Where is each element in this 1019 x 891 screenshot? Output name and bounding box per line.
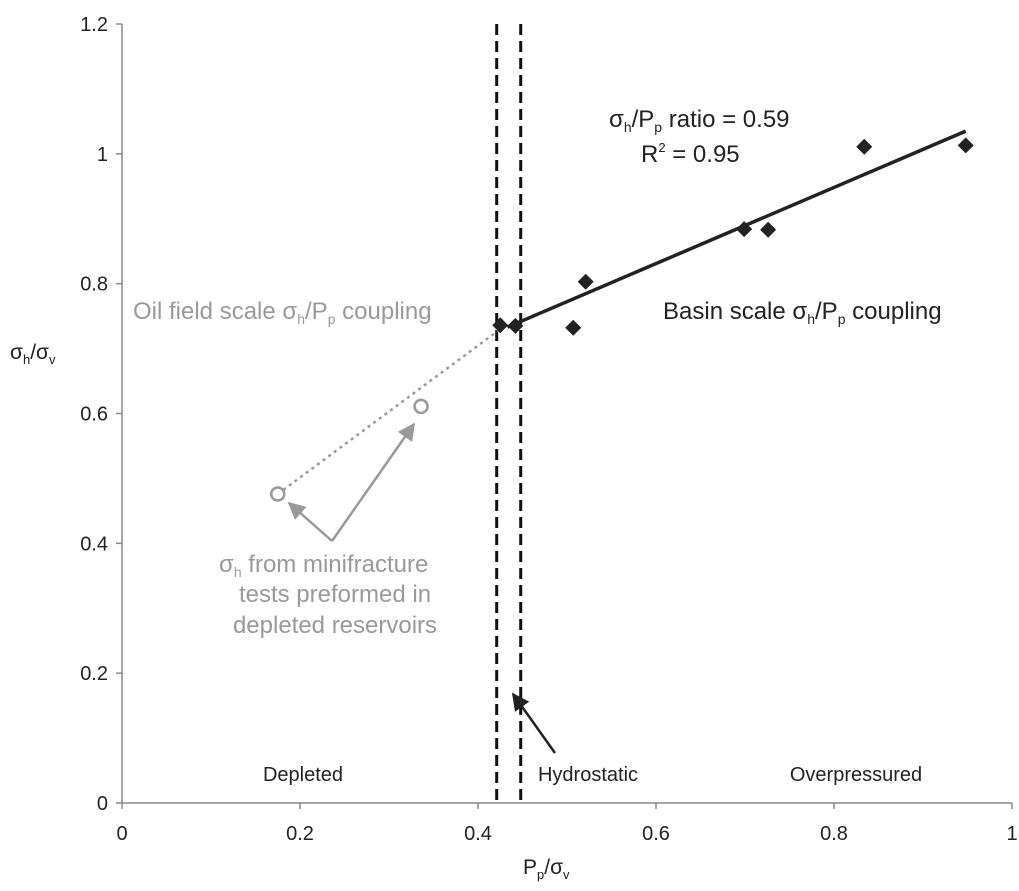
oil-mid: /P [305, 298, 328, 325]
minifrac-line3: depleted reservoirs [233, 612, 437, 639]
y-axis-label-tail: /σ [30, 341, 49, 364]
region-depleted: Depleted [263, 764, 343, 786]
y-axis-label-sub: h [23, 352, 30, 367]
x-tick-label: 1 [1006, 823, 1017, 845]
minifrac-line1-tail: from minifracture [242, 551, 429, 578]
diamond-point [577, 273, 594, 290]
hydrostatic-boundary-lines [495, 24, 523, 803]
r2-r: R [641, 141, 658, 168]
diamond-point [492, 317, 509, 334]
x-tick-label: 0.6 [642, 823, 670, 845]
y-axis-label-sigma: σ [10, 341, 23, 364]
ratio-sigma: σ [609, 106, 624, 133]
x-axis-label-p: P [523, 856, 537, 879]
oil-field-label: Oil field scale σh/Pp coupling [133, 298, 432, 327]
x-axis-label-sub: p [537, 867, 544, 882]
x-tick-label: 0.8 [820, 823, 848, 845]
basin-sub-h: h [807, 311, 815, 327]
y-axis-label: σh/σv [10, 341, 56, 367]
y-tick-label: 0.4 [80, 533, 108, 555]
y-tick-label: 1.2 [80, 14, 108, 36]
minifrac-sigma: σ [219, 551, 234, 578]
diamond-point [565, 319, 582, 336]
x-tick-label: 0 [116, 823, 127, 845]
x-tick-label: 0.4 [464, 823, 492, 845]
region-hydrostatic: Hydrostatic [538, 764, 638, 786]
minifrac-sub-h: h [234, 564, 242, 580]
oil-sub-p: p [328, 311, 336, 327]
y-tick-label: 0 [97, 793, 108, 815]
ratio-sub-p: p [654, 119, 662, 135]
y-tick-label: 0.2 [80, 663, 108, 685]
x-axis-label: Pp/σv [523, 856, 570, 882]
basin-sub-p: p [838, 311, 846, 327]
ratio-mid: /P [632, 106, 655, 133]
x-ticks: 0 0.2 0.4 0.6 0.8 1 [116, 803, 1018, 845]
basin-mid: /P [815, 298, 838, 325]
r2-annotation: R2 = 0.95 [641, 140, 740, 168]
basin-tail: coupling [846, 298, 942, 325]
y-tick-label: 1 [97, 144, 108, 166]
minifrac-arrow-right [330, 422, 416, 542]
open-circle-point [413, 398, 429, 415]
ratio-sub-h: h [624, 119, 632, 135]
region-overpressured: Overpressured [790, 764, 922, 786]
basin-label: Basin scale σh/Pp coupling [663, 298, 942, 327]
ratio-annotation: σh/Pp ratio = 0.59 [609, 106, 790, 135]
oil-field-coupling-line [277, 328, 501, 496]
x-tick-label: 0.2 [286, 823, 314, 845]
data-points [270, 137, 974, 502]
y-axis-label-sub2: v [49, 352, 56, 367]
diamond-point [856, 138, 873, 155]
ratio-tail: ratio = 0.59 [662, 106, 789, 133]
diamond-point [507, 317, 524, 334]
r2-tail: = 0.95 [666, 141, 740, 168]
x-axis-label-sub2: v [563, 867, 570, 882]
open-circle-point [270, 486, 286, 502]
oil-sub-h: h [297, 311, 305, 327]
basin-head: Basin scale σ [663, 298, 807, 325]
r2-sup: 2 [658, 140, 665, 155]
axes [121, 24, 1012, 804]
y-tick-label: 0.6 [80, 404, 108, 426]
diamond-point [760, 221, 777, 238]
diamond-point [957, 137, 974, 154]
y-tick-label: 0.8 [80, 274, 108, 296]
diamond-point [736, 221, 753, 238]
minifrac-line1: σh from minifracture [219, 551, 428, 580]
x-axis-label-tail: /σ [544, 856, 563, 879]
minifrac-line2: tests preformed in [239, 581, 431, 608]
oil-tail: coupling [335, 298, 431, 325]
minifrac-arrow-left [287, 501, 333, 542]
hydrostatic-arrow [511, 692, 557, 754]
oil-head: Oil field scale σ [133, 298, 297, 325]
y-ticks: 0 0.2 0.4 0.6 0.8 1 1.2 [80, 14, 122, 815]
